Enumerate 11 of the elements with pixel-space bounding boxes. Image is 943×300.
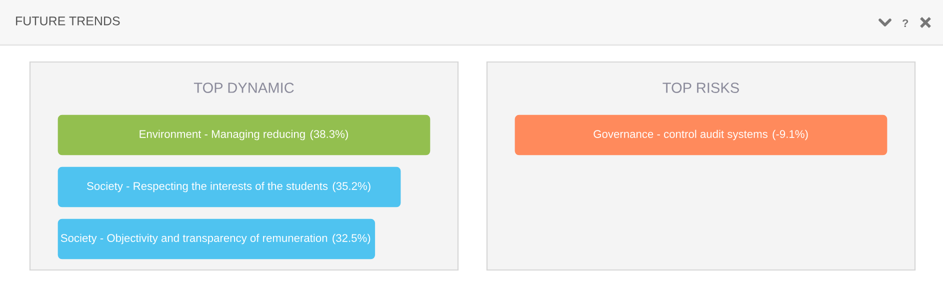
data-label: (32.5%) xyxy=(332,234,370,244)
data-label: (38.3%) xyxy=(310,130,348,140)
data-label: (-9.1%) xyxy=(772,130,808,140)
data-label: (35.2%) xyxy=(332,182,370,192)
chart-title: TOP RISKS xyxy=(662,82,739,93)
y-tick-label: Governance - control audit systems xyxy=(594,130,768,140)
y-tick-label: Environment - Managing reducing xyxy=(140,130,305,140)
y-tick-label: Society - Respecting the interests of the students xyxy=(87,182,328,192)
text: FUTURE TRENDS xyxy=(16,16,120,26)
chart-title: TOP DYNAMIC xyxy=(194,82,294,93)
y-tick-label: Society - Objectivity and transparency of remuneration xyxy=(60,234,328,244)
